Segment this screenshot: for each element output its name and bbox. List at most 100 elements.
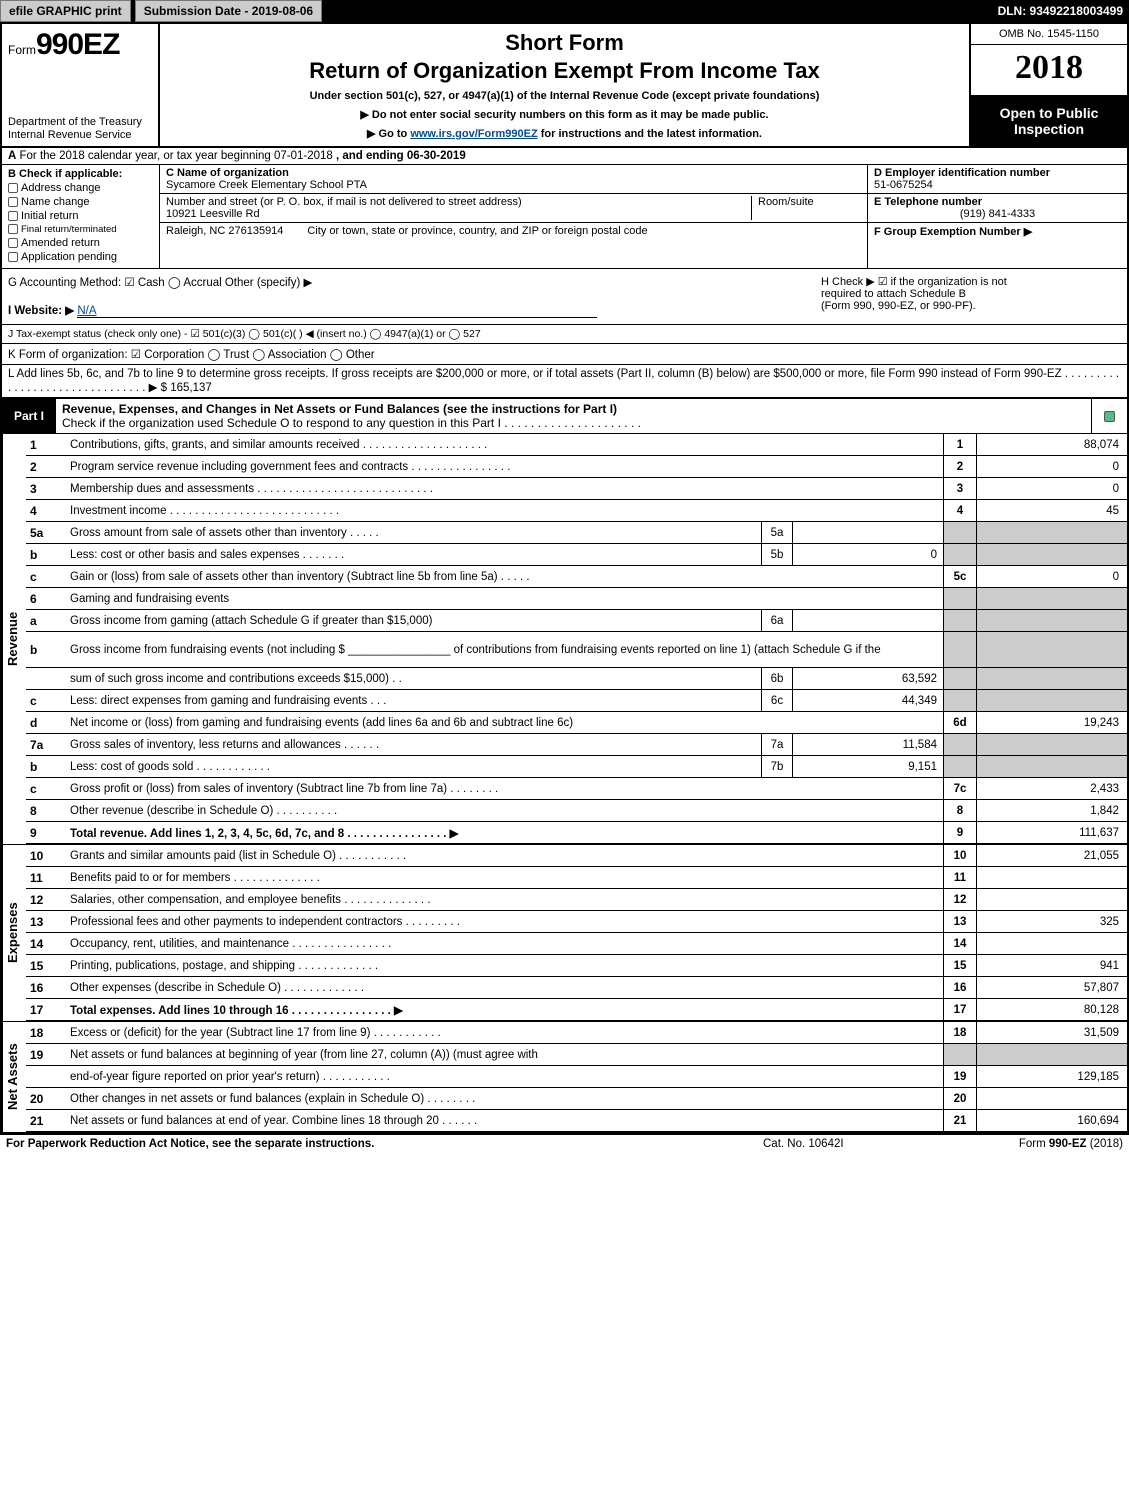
right-line-value: 19,243 (977, 712, 1127, 733)
row-description: Total revenue. Add lines 1, 2, 3, 4, 5c,… (66, 822, 943, 843)
row-number (26, 668, 66, 689)
right-line-value: 1,842 (977, 800, 1127, 821)
right-line-number: 6d (943, 712, 977, 733)
expenses-side-label: Expenses (2, 845, 26, 1021)
mid-line-number: 5a (761, 522, 793, 543)
row-number: 17 (26, 999, 66, 1020)
table-row: 7aGross sales of inventory, less returns… (26, 734, 1127, 756)
right-line-number: 1 (943, 434, 977, 455)
table-row: cGain or (loss) from sale of assets othe… (26, 566, 1127, 588)
row-description: Total expenses. Add lines 10 through 16 … (66, 999, 943, 1020)
row-number: 1 (26, 434, 66, 455)
right-line-value (977, 632, 1127, 667)
row-description: Gross income from fundraising events (no… (66, 632, 943, 667)
part-1-checkbox[interactable] (1091, 399, 1127, 433)
right-line-number: 3 (943, 478, 977, 499)
right-line-value: 88,074 (977, 434, 1127, 455)
part-1-title: Revenue, Expenses, and Changes in Net As… (62, 402, 617, 416)
chk-initial-return[interactable] (8, 211, 18, 221)
addr-label: Number and street (or P. O. box, if mail… (166, 196, 751, 208)
chk-app-pending[interactable] (8, 252, 18, 262)
row-description: Other revenue (describe in Schedule O) .… (66, 800, 943, 821)
omb-number: OMB No. 1545-1150 (971, 24, 1127, 45)
d-ein-label: D Employer identification number (874, 167, 1121, 179)
right-line-value: 0 (977, 566, 1127, 587)
right-line-number (943, 632, 977, 667)
revenue-side-label: Revenue (2, 434, 26, 844)
col-def: D Employer identification number 51-0675… (867, 165, 1127, 268)
e-phone-label: E Telephone number (874, 196, 1121, 208)
footer-mid: Cat. No. 10642I (763, 1138, 943, 1150)
row-l: L Add lines 5b, 6c, and 7b to line 9 to … (2, 365, 1127, 398)
tax-year-end: , and ending 06-30-2019 (336, 150, 466, 162)
mid-line-value: 0 (793, 544, 943, 565)
row-number: 21 (26, 1110, 66, 1131)
b-header: B Check if applicable: (8, 168, 153, 180)
right-line-number: 5c (943, 566, 977, 587)
right-line-value: 80,128 (977, 999, 1127, 1020)
table-row: 1Contributions, gifts, grants, and simil… (26, 434, 1127, 456)
irs-link[interactable]: www.irs.gov/Form990EZ (410, 128, 537, 140)
short-form-title: Short Form (168, 30, 961, 56)
table-row: sum of such gross income and contributio… (26, 668, 1127, 690)
right-line-value: 57,807 (977, 977, 1127, 998)
right-line-number: 2 (943, 456, 977, 477)
netassets-section: Net Assets 18Excess or (deficit) for the… (2, 1021, 1127, 1132)
top-bar: efile GRAPHIC print Submission Date - 20… (0, 0, 1129, 22)
part-1-title-wrap: Revenue, Expenses, and Changes in Net As… (56, 399, 1091, 433)
row-description: Investment income . . . . . . . . . . . … (66, 500, 943, 521)
right-line-number (943, 734, 977, 755)
i-website-label: I Website: ▶ (8, 305, 74, 317)
row-description: Less: cost or other basis and sales expe… (66, 544, 761, 565)
right-line-value (977, 734, 1127, 755)
row-number: 5a (26, 522, 66, 543)
lbl-amended: Amended return (21, 237, 100, 249)
right-line-value (977, 1044, 1127, 1065)
row-number: b (26, 544, 66, 565)
right-line-value: 0 (977, 456, 1127, 477)
chk-final-return[interactable] (8, 224, 18, 234)
row-number: 12 (26, 889, 66, 910)
goto-prefix: ▶ Go to (367, 128, 410, 140)
row-description: Net assets or fund balances at end of ye… (66, 1110, 943, 1131)
right-line-number: 13 (943, 911, 977, 932)
row-description: Salaries, other compensation, and employ… (66, 889, 943, 910)
table-row: 20Other changes in net assets or fund ba… (26, 1088, 1127, 1110)
row-number (26, 1066, 66, 1087)
col-b-checkboxes: B Check if applicable: Address change Na… (2, 165, 160, 268)
row-number: 3 (26, 478, 66, 499)
open-public-badge: Open to Public Inspection (971, 96, 1127, 146)
room-label: Room/suite (758, 196, 814, 208)
lbl-final-return: Final return/terminated (21, 224, 117, 235)
lbl-address-change: Address change (21, 182, 101, 194)
right-line-number: 20 (943, 1088, 977, 1109)
i-website-value[interactable]: N/A (77, 305, 597, 318)
chk-address-change[interactable] (8, 183, 18, 193)
chk-name-change[interactable] (8, 197, 18, 207)
row-number: 14 (26, 933, 66, 954)
table-row: cGross profit or (loss) from sales of in… (26, 778, 1127, 800)
row-description: Other changes in net assets or fund bala… (66, 1088, 943, 1109)
d-ein-value: 51-0675254 (874, 179, 1121, 191)
row-description: Gross profit or (loss) from sales of inv… (66, 778, 943, 799)
table-row: bLess: cost of goods sold . . . . . . . … (26, 756, 1127, 778)
row-number: 2 (26, 456, 66, 477)
section-a-row: A For the 2018 calendar year, or tax yea… (2, 148, 1127, 165)
table-row: 11Benefits paid to or for members . . . … (26, 867, 1127, 889)
efile-print-button[interactable]: efile GRAPHIC print (0, 0, 131, 22)
form-header: Form990EZ Department of the Treasury Int… (2, 24, 1127, 148)
right-line-number: 9 (943, 822, 977, 843)
f-group-label: F Group Exemption Number ▶ (874, 225, 1121, 238)
right-line-value (977, 1088, 1127, 1109)
mid-line-value: 9,151 (793, 756, 943, 777)
mid-line-number: 6b (761, 668, 793, 689)
identity-block: B Check if applicable: Address change Na… (2, 165, 1127, 269)
row-number: 19 (26, 1044, 66, 1065)
row-description: Program service revenue including govern… (66, 456, 943, 477)
c-name-label: C Name of organization (166, 167, 289, 179)
right-line-number (943, 1044, 977, 1065)
chk-amended[interactable] (8, 238, 18, 248)
row-number: b (26, 756, 66, 777)
e-phone-value: (919) 841-4333 (874, 208, 1121, 220)
table-row: 18Excess or (deficit) for the year (Subt… (26, 1022, 1127, 1044)
